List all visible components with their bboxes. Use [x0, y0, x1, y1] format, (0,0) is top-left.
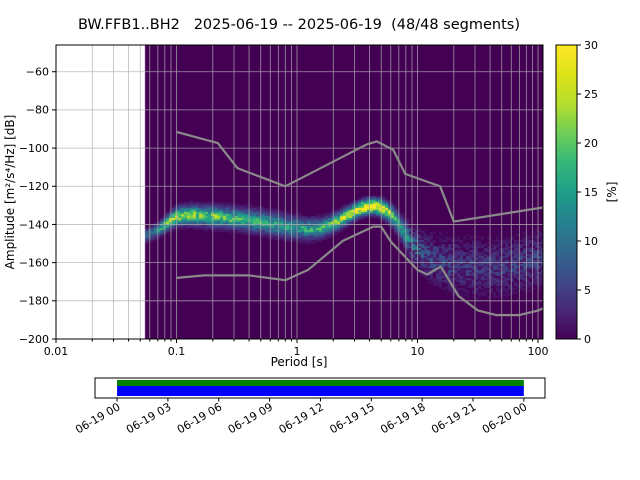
y-tick-label: −100 [19, 142, 49, 155]
low-noise-model-curve [176, 225, 544, 317]
x-tick-label: 0.1 [168, 345, 186, 358]
high-noise-model-curve [176, 130, 544, 223]
coverage-tick-label: 06-19 09 [226, 400, 275, 436]
colorbar [555, 44, 578, 340]
coverage-tick-label: 06-19 15 [327, 400, 376, 436]
coverage-range-bar [117, 380, 524, 386]
coverage-tick-label: 06-19 18 [378, 400, 427, 436]
y-tick-label: −120 [19, 180, 49, 193]
x-tick-label: 0.01 [44, 345, 69, 358]
x-axis-label: Period [s] [271, 355, 328, 369]
colorbar-tick-label: 30 [584, 39, 598, 52]
colorbar-tick-label: 25 [584, 88, 598, 101]
colorbar-tick-label: 15 [584, 186, 598, 199]
coverage-tick-label: 06-19 06 [175, 400, 224, 436]
colorbar-tick-label: 10 [584, 235, 598, 248]
coverage-tick-label: 06-19 12 [277, 400, 326, 436]
y-tick-label: −60 [26, 66, 49, 79]
colorbar-tick-label: 0 [584, 333, 591, 346]
x-tick-label: 1 [294, 345, 301, 358]
dynamic-plot-elements: 0.01 0.1 1 10 100−200−180−160−140−120−100−80… [19, 39, 598, 437]
coverage-tick-label: 06-19 00 [73, 400, 122, 436]
plot-frame [55, 44, 544, 340]
grid-lines [55, 45, 543, 340]
y-tick-label: −140 [19, 218, 49, 231]
y-axis-label: Amplitude [m²/s⁴/Hz] [dB] [3, 115, 17, 270]
coverage-tick-label: 06-20 00 [480, 400, 529, 436]
x-tick-label: 100 [528, 345, 549, 358]
chart-title: BW.FFB1..BH2 2025-06-19 -- 2025-06-19 (4… [78, 17, 520, 33]
colorbar-label: [%] [605, 182, 619, 203]
coverage-tick-label: 06-19 21 [429, 400, 478, 436]
coverage-tick-label: 06-19 03 [124, 400, 173, 436]
coverage-axes: 06-19 00 06-19 03 06-19 06 06-19 09 06-19 12… [73, 377, 546, 436]
x-tick-label: 10 [411, 345, 425, 358]
colorbar-tick-label: 5 [584, 284, 591, 297]
y-tick-label: −180 [19, 295, 49, 308]
y-tick-label: −80 [26, 104, 49, 117]
coverage-segments-bar [117, 386, 524, 396]
y-tick-label: −200 [19, 333, 49, 346]
colorbar-tick-label: 20 [584, 137, 598, 150]
axis-ticks [52, 71, 539, 343]
y-tick-label: −160 [19, 256, 49, 269]
